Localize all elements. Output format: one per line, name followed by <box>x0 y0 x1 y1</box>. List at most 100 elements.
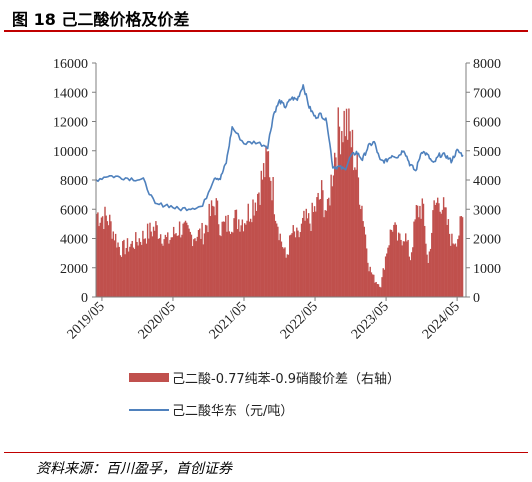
spread-bar <box>262 163 265 297</box>
spread-bar <box>245 224 247 297</box>
left-tick-label: 2000 <box>60 262 88 277</box>
spread-bar <box>342 142 344 297</box>
spread-bar <box>232 232 234 297</box>
spread-bar <box>178 221 181 297</box>
spread-bar <box>387 247 389 297</box>
spread-bar <box>454 243 457 297</box>
spread-bar <box>190 234 193 297</box>
spread-bar <box>193 239 195 297</box>
spread-bar <box>311 202 313 297</box>
spread-bar <box>202 244 204 297</box>
spread-bar <box>222 221 225 297</box>
spread-bar <box>416 205 419 297</box>
spread-bar <box>277 226 279 297</box>
spread-bar <box>330 174 332 297</box>
spread-bar <box>302 217 304 297</box>
spread-bar <box>357 177 360 297</box>
source-note: 资料来源：百川盈孚，首创证券 <box>36 461 232 477</box>
right-tick-label: 5000 <box>473 145 501 160</box>
spread-bar <box>403 241 406 297</box>
spread-bar <box>120 256 123 297</box>
x-tick-label: 2021/05 <box>207 299 250 342</box>
spread-bar <box>312 212 315 297</box>
left-tick-label: 10000 <box>53 145 88 160</box>
spread-bar <box>162 245 164 297</box>
spread-bar <box>177 235 180 297</box>
spread-bar <box>339 154 342 297</box>
x-tick-label: 2024/05 <box>420 299 463 342</box>
spread-bar <box>395 224 397 297</box>
spread-bar <box>388 245 390 297</box>
spread-bar <box>450 245 452 297</box>
spread-bar <box>156 225 158 297</box>
spread-bar <box>209 216 212 297</box>
spread-bar <box>286 254 289 297</box>
spread-bar <box>313 206 316 297</box>
spread-bar <box>217 224 220 297</box>
spread-bar <box>349 131 351 297</box>
spread-bar <box>445 207 447 297</box>
spread-bar <box>421 198 424 297</box>
spread-bar <box>333 152 336 297</box>
spread-bar <box>306 218 309 297</box>
spread-bar <box>251 222 253 297</box>
spread-bar <box>288 235 291 297</box>
spread-bar <box>446 224 448 297</box>
spread-bar <box>96 213 98 297</box>
spread-bar <box>220 236 222 297</box>
spread-bar <box>159 234 162 297</box>
spread-bar <box>274 220 277 297</box>
spread-bar <box>247 203 249 297</box>
spread-bar <box>187 225 189 297</box>
spread-bar <box>172 226 175 297</box>
spread-bar <box>155 221 157 297</box>
spread-bar <box>375 281 377 297</box>
spread-bar <box>418 217 420 297</box>
spread-bar <box>409 260 412 297</box>
spread-bar <box>435 202 438 297</box>
spread-bar <box>452 243 454 297</box>
spread-bar <box>183 222 186 297</box>
spread-bar <box>319 198 322 297</box>
spread-bar <box>307 213 310 297</box>
spread-bar <box>203 233 206 297</box>
spread-bar <box>145 243 148 297</box>
spread-bar <box>362 221 364 297</box>
spread-bar <box>241 219 244 297</box>
spread-bar <box>242 231 245 297</box>
spread-bar <box>287 254 290 297</box>
spread-bar <box>365 248 368 297</box>
legend-swatch-spread <box>129 373 169 382</box>
spread-bar <box>234 209 236 297</box>
spread-bar <box>109 214 111 297</box>
spread-bar <box>423 225 426 297</box>
right-axis-ticks: 0 1000 2000 3000 4000 5000 6000 7000 8000 <box>466 57 501 306</box>
x-axis-ticks: 2019/05 2020/05 2021/05 2022/05 2023/05 2024/… <box>65 297 463 342</box>
spread-bar <box>332 175 335 297</box>
spread-bar <box>140 244 143 297</box>
spread-bar <box>358 204 361 297</box>
spread-bar <box>428 251 431 297</box>
spread-bar <box>324 210 326 297</box>
spread-bar <box>389 229 392 297</box>
spread-bar <box>337 107 339 297</box>
spread-bar <box>255 210 258 297</box>
spread-bar <box>402 241 405 297</box>
spread-bar <box>303 210 305 297</box>
spread-bar <box>238 219 240 297</box>
spread-bar <box>270 180 272 297</box>
spread-bar <box>137 245 139 297</box>
spread-bar <box>374 282 376 297</box>
spread-bar <box>309 223 311 297</box>
spread-bar <box>170 237 173 297</box>
spread-bar <box>420 218 422 297</box>
x-tick-label: 2022/05 <box>278 299 321 342</box>
spread-bar <box>229 233 232 297</box>
spread-bar <box>252 199 254 297</box>
spread-bar <box>331 186 334 297</box>
right-tick-label: 6000 <box>473 116 501 131</box>
spread-bar <box>116 247 118 297</box>
spread-bar <box>343 110 345 297</box>
right-tick-label: 0 <box>473 291 480 306</box>
spread-bar <box>460 216 463 297</box>
